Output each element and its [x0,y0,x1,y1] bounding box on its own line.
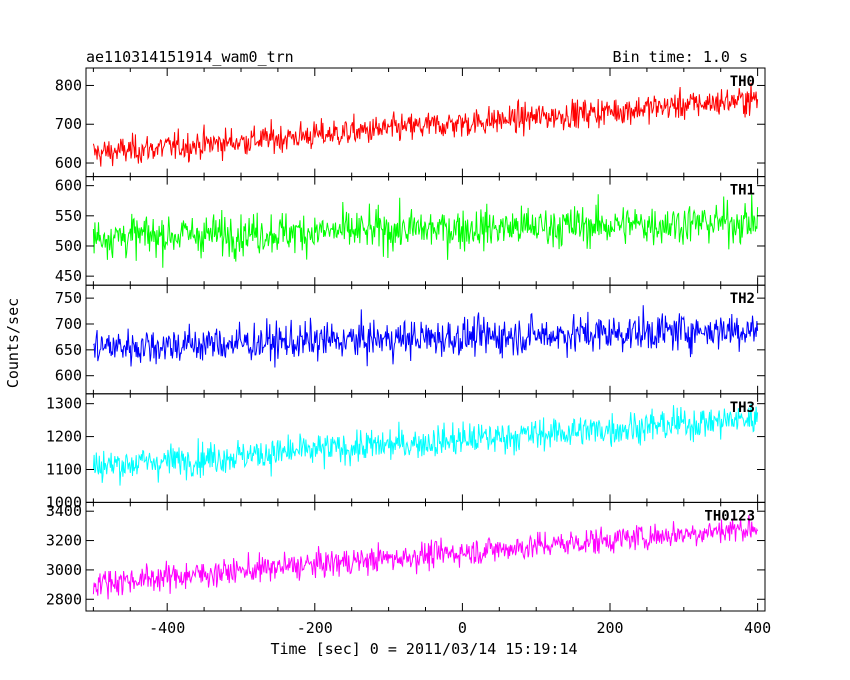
x-axis: -400 -200 0 200 400 [149,619,771,637]
y-tick-label: 3000 [46,561,82,579]
panel-frame [85,393,766,503]
y-tick-label: 600 [55,154,82,172]
y-tick-label: 750 [55,289,82,307]
series-line-th0 [92,82,759,167]
chart-title: ae110314151914_wam0_trn [86,48,294,66]
y-tick-label: 600 [55,367,82,385]
y-tick-label: 1200 [46,428,82,446]
y-tick-label: 700 [55,315,82,333]
series-line-th0123 [92,515,759,600]
y-axis-title: Counts/sec [4,298,22,388]
x-axis-title: Time [sec] 0 = 2011/03/14 15:19:14 [270,640,577,658]
panel-th1: 450 500 550 600 TH1 [55,176,766,286]
series-line-th1 [92,194,759,268]
x-tick-label: -400 [149,619,185,637]
panel-label: TH0 [730,74,755,90]
panel-label: TH2 [730,291,755,307]
panel-th0123: 2800 3000 3200 3400 TH0123 [46,501,766,612]
panel-th2: 600 650 700 750 TH2 [55,284,766,395]
panel-th3: 1000 1100 1200 1300 TH3 [46,393,766,511]
panel-label: TH0123 [704,508,755,524]
panel-label: TH1 [730,183,755,199]
y-tick-label: 800 [55,76,82,94]
y-tick-label: 450 [55,267,82,285]
x-tick-label: 400 [744,619,771,637]
y-tick-label: 550 [55,207,82,225]
y-tick-label: 1100 [46,460,82,478]
series-line-th2 [93,305,759,368]
y-tick-label: 650 [55,341,82,359]
x-tick-label: 0 [458,619,467,637]
bin-time-label: Bin time: 1.0 s [613,48,748,66]
y-tick-label: 3200 [46,532,82,550]
y-tick-label: 1000 [46,493,82,511]
x-tick-label: -200 [297,619,333,637]
panels: 600 700 800 TH0 450 500 550 600 TH1 600 650 700 750 T… [46,67,766,612]
y-tick-label: 700 [55,115,82,133]
y-tick-label: 500 [55,237,82,255]
y-tick-label: 600 [55,177,82,195]
y-tick-label: 1300 [46,395,82,413]
y-tick-label: 2800 [46,590,82,608]
y-tick-label: 3400 [46,502,82,520]
panel-th0: 600 700 800 TH0 [55,67,766,178]
x-tick-label: 200 [596,619,623,637]
panel-label: TH3 [730,400,755,416]
series-line-th3 [92,403,759,486]
